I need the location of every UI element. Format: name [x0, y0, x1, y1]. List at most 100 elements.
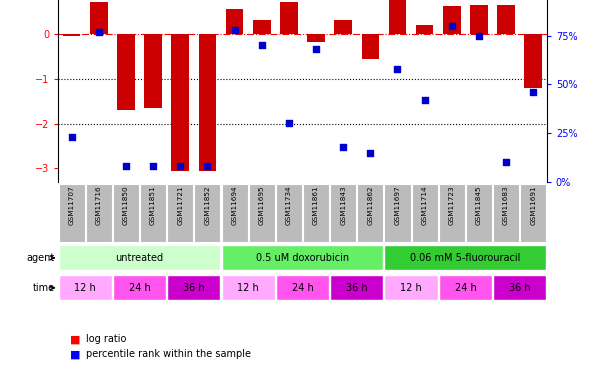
Text: GSM11716: GSM11716	[96, 186, 102, 225]
Text: GSM11721: GSM11721	[177, 186, 183, 225]
Bar	[520, 184, 546, 242]
Text: 12 h: 12 h	[237, 283, 259, 293]
Bar	[86, 184, 112, 242]
Point	[474, 33, 484, 39]
Text: 36 h: 36 h	[509, 283, 530, 293]
Bar	[416, 25, 433, 34]
Bar	[330, 184, 356, 242]
Text: agent: agent	[27, 253, 55, 263]
Text: GSM11861: GSM11861	[313, 186, 319, 225]
Bar	[167, 184, 193, 242]
Bar	[412, 184, 437, 242]
Point	[121, 163, 131, 169]
Text: GSM11707: GSM11707	[68, 186, 75, 225]
Point	[175, 163, 185, 169]
Bar	[439, 184, 465, 242]
Bar	[199, 34, 216, 171]
Bar	[470, 5, 488, 34]
Bar	[384, 275, 437, 300]
Bar	[276, 184, 302, 242]
Point	[365, 150, 375, 156]
Bar	[524, 34, 542, 88]
Text: GSM11851: GSM11851	[150, 186, 156, 225]
Point	[202, 163, 212, 169]
Text: GSM11723: GSM11723	[449, 186, 455, 225]
Bar	[497, 5, 515, 34]
Text: GSM11850: GSM11850	[123, 186, 129, 225]
Text: untreated: untreated	[115, 253, 164, 263]
Text: log ratio: log ratio	[86, 334, 126, 344]
Text: ■: ■	[70, 350, 81, 359]
Text: GSM11683: GSM11683	[503, 186, 509, 225]
Bar	[389, 0, 406, 34]
Text: GSM11845: GSM11845	[476, 186, 482, 225]
Point	[501, 159, 511, 165]
Text: 24 h: 24 h	[129, 283, 150, 293]
Text: 12 h: 12 h	[75, 283, 96, 293]
Bar	[222, 275, 275, 300]
Bar	[59, 184, 85, 242]
Bar	[334, 21, 352, 34]
Point	[447, 23, 456, 29]
Text: GSM11695: GSM11695	[258, 186, 265, 225]
Bar	[90, 2, 108, 34]
Bar	[113, 275, 166, 300]
Point	[529, 89, 538, 95]
Point	[94, 29, 104, 35]
Bar	[330, 275, 383, 300]
Bar	[249, 184, 275, 242]
Point	[230, 27, 240, 33]
Bar	[307, 34, 325, 42]
Text: 36 h: 36 h	[183, 283, 205, 293]
Bar	[172, 34, 189, 171]
Point	[338, 144, 348, 150]
Text: GSM11843: GSM11843	[340, 186, 346, 225]
Point	[67, 134, 76, 140]
Point	[257, 42, 266, 48]
Text: percentile rank within the sample: percentile rank within the sample	[86, 350, 251, 359]
Bar	[303, 184, 329, 242]
Bar	[140, 184, 166, 242]
Text: 24 h: 24 h	[291, 283, 313, 293]
Point	[148, 163, 158, 169]
Point	[311, 46, 321, 52]
Text: time: time	[33, 283, 55, 293]
Bar	[253, 21, 271, 34]
Bar	[493, 275, 546, 300]
Bar	[439, 275, 492, 300]
Text: 0.5 uM doxorubicin: 0.5 uM doxorubicin	[256, 253, 349, 263]
Bar	[167, 275, 221, 300]
Bar	[384, 184, 411, 242]
Bar	[59, 245, 221, 270]
Text: 12 h: 12 h	[400, 283, 422, 293]
Bar	[276, 275, 329, 300]
Bar	[222, 184, 247, 242]
Bar	[466, 184, 492, 242]
Bar	[225, 9, 243, 34]
Bar	[59, 275, 112, 300]
Text: 24 h: 24 h	[455, 283, 476, 293]
Bar	[443, 6, 461, 34]
Point	[284, 120, 294, 126]
Bar	[117, 34, 135, 110]
Text: ■: ■	[70, 334, 81, 344]
Bar	[113, 184, 139, 242]
Text: 0.06 mM 5-fluorouracil: 0.06 mM 5-fluorouracil	[410, 253, 521, 263]
Bar	[362, 34, 379, 58]
Point	[393, 66, 403, 72]
Text: GSM11862: GSM11862	[367, 186, 373, 225]
Bar	[357, 184, 383, 242]
Text: GSM11714: GSM11714	[422, 186, 428, 225]
Bar	[493, 184, 519, 242]
Point	[420, 97, 430, 103]
Bar	[222, 245, 383, 270]
Bar	[384, 245, 546, 270]
Bar	[63, 34, 81, 36]
Bar	[194, 184, 221, 242]
Bar	[280, 2, 298, 34]
Text: GSM11694: GSM11694	[232, 186, 238, 225]
Text: GSM11691: GSM11691	[530, 186, 536, 225]
Text: 36 h: 36 h	[346, 283, 368, 293]
Text: GSM11734: GSM11734	[286, 186, 292, 225]
Bar	[144, 34, 162, 108]
